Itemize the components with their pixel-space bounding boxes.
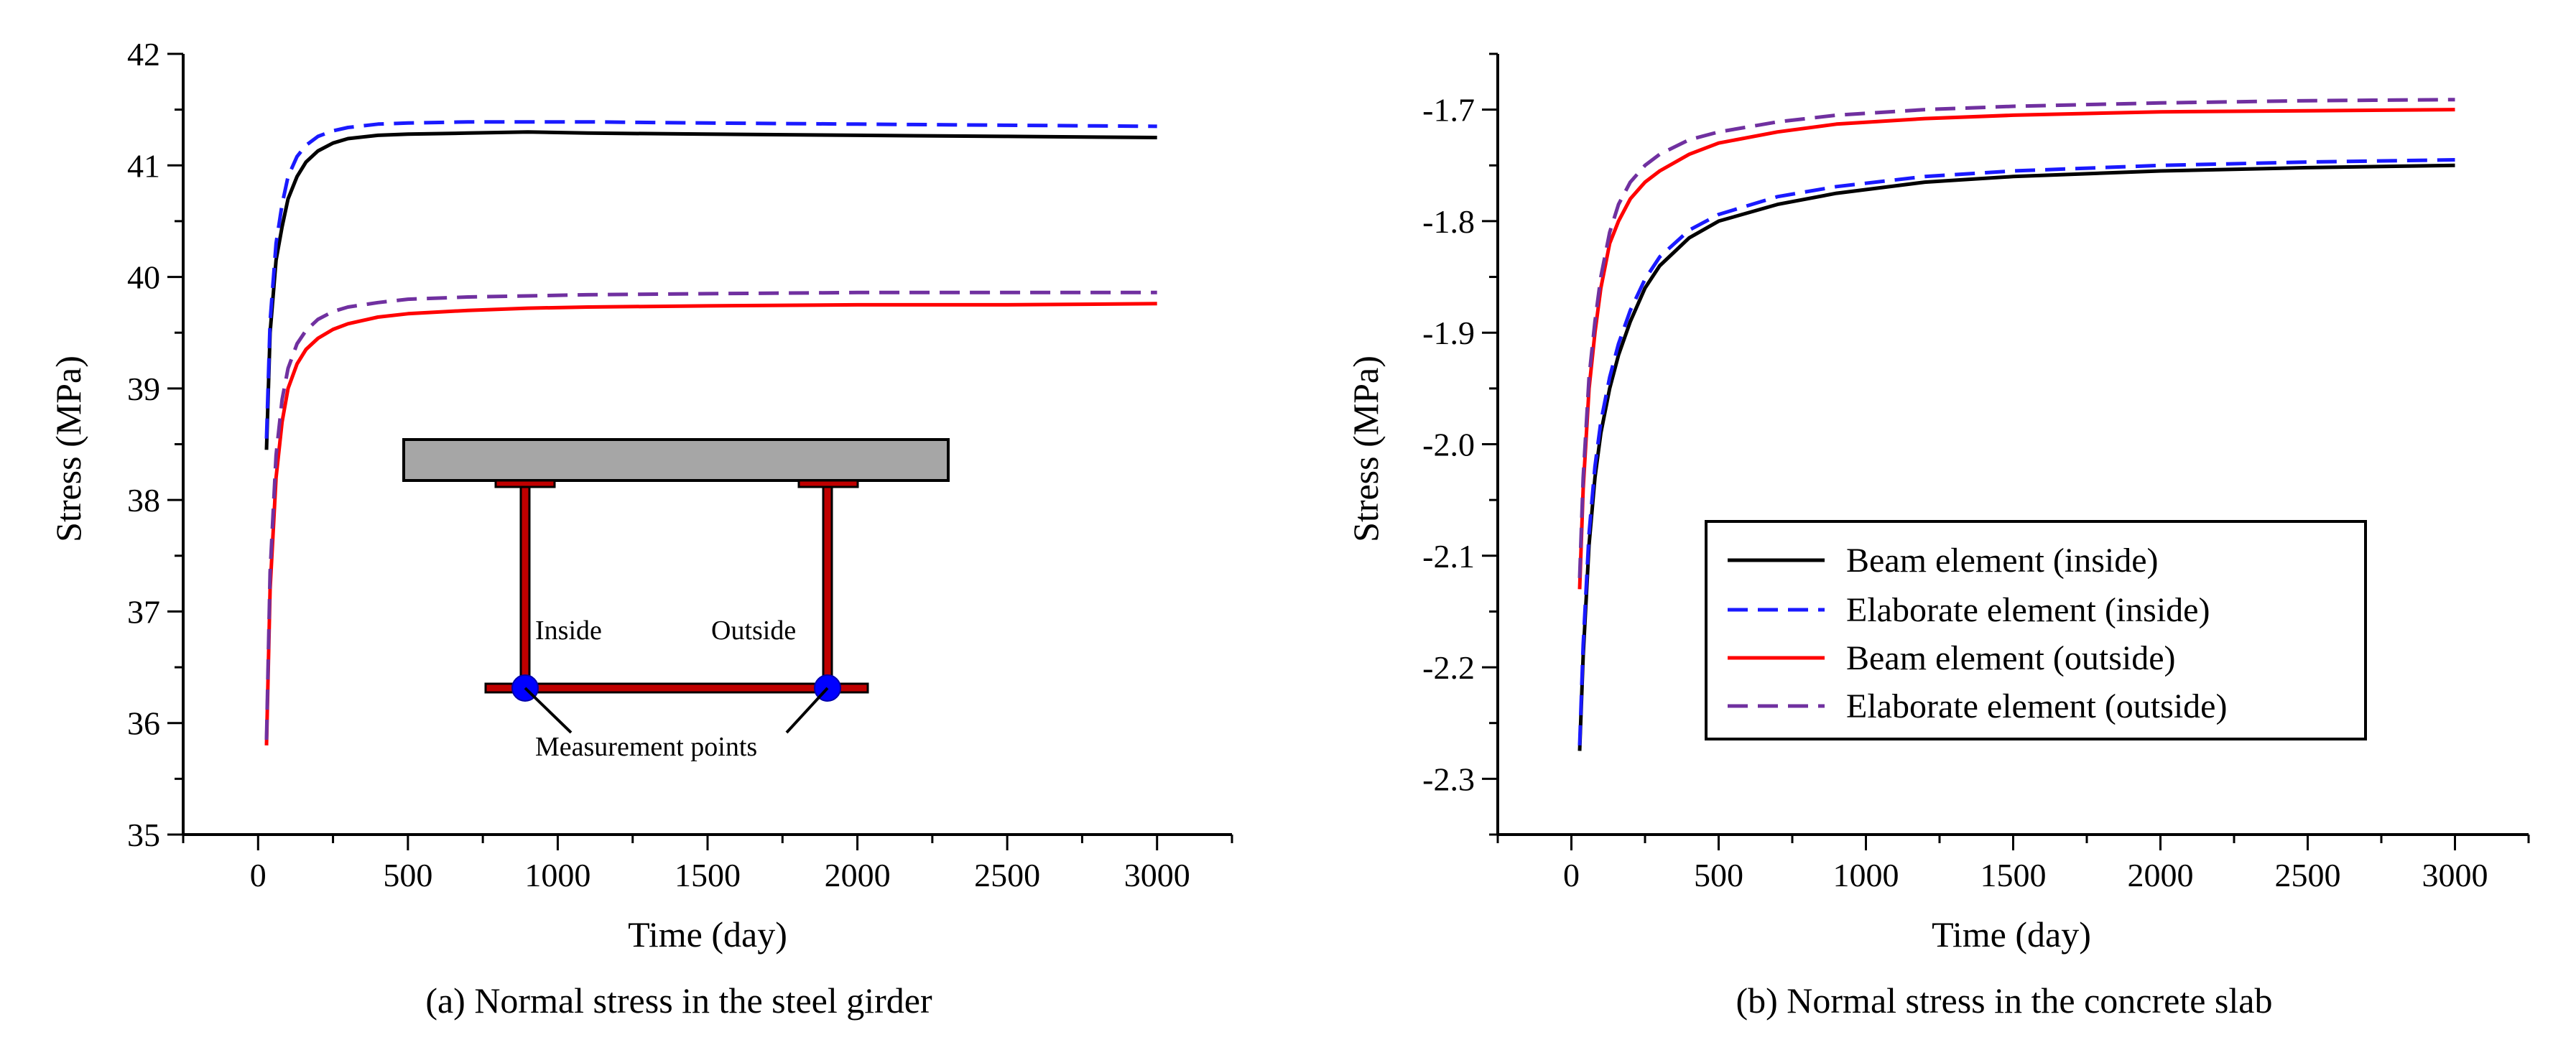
x-tick-label: 2500	[974, 857, 1040, 893]
x-tick-label: 2000	[825, 857, 891, 893]
panel-a-caption: (a) Normal stress in the steel girder	[425, 980, 932, 1021]
panel-b-series-elaborate-element-outside	[1577, 98, 2455, 578]
panel-a-series-elaborate-element-inside	[264, 120, 1157, 439]
panel-b-caption: (b) Normal stress in the concrete slab	[1736, 980, 2273, 1021]
outer-web	[822, 486, 833, 685]
y-tick-label: 41	[127, 147, 160, 184]
y-tick-label: 40	[127, 259, 160, 296]
panel-b-series-elaborate-element-inside	[1577, 158, 2455, 746]
panel-a-y-axis-label: Stress (MPa)	[48, 356, 88, 542]
legend-item-elaborate-inside: Elaborate element (inside)	[1728, 591, 2210, 629]
leader-line-inside	[524, 687, 573, 734]
panel-a-series-beam-element-inside	[264, 130, 1157, 450]
legend-item-beam-outside: Beam element (outside)	[1728, 639, 2176, 677]
y-tick-label: -1.8	[1422, 203, 1475, 240]
x-tick-label: 3000	[2422, 857, 2488, 893]
x-tick-label: 1000	[524, 857, 590, 893]
legend: Beam element (inside) Elaborate element …	[1705, 520, 2367, 740]
x-tick-label: 500	[1694, 857, 1743, 893]
panel-a-steel-girder: 0 500 1000 1500 2000 2500 3000 35 36 37 38 39 40 41 42…	[48, 36, 1233, 1021]
x-tick-label: 1000	[1833, 857, 1899, 893]
panel-a-x-axis-label: Time (day)	[628, 914, 787, 955]
y-tick-label: -2.1	[1422, 538, 1475, 575]
x-tick-label: 1500	[675, 857, 741, 893]
panel-b-x-axis-label: Time (day)	[1932, 914, 2091, 955]
legend-label-beam-outside: Beam element (outside)	[1846, 639, 2176, 677]
x-tick-label: 0	[250, 857, 267, 893]
y-tick-label: -2.0	[1422, 427, 1475, 463]
inner-web	[519, 486, 531, 685]
y-tick-label: -2.3	[1422, 761, 1475, 797]
y-tick-label: 35	[127, 817, 160, 853]
panel-b-concrete-slab: 0 500 1000 1500 2000 2500 3000 -2.3 -2.2 -2.1 -2.0…	[1345, 52, 2530, 1021]
y-tick-label: 36	[127, 705, 160, 742]
y-tick-label: -1.7	[1422, 92, 1475, 129]
concrete-slab-shape	[402, 438, 950, 482]
legend-item-elaborate-outside: Elaborate element (outside)	[1728, 687, 2227, 725]
x-tick-label: 2000	[2128, 857, 2194, 893]
measurement-points-label: Measurement points	[535, 732, 757, 762]
y-tick-label: -1.9	[1422, 315, 1475, 351]
legend-item-beam-inside: Beam element (inside)	[1728, 542, 2159, 580]
y-tick-label: 42	[127, 36, 160, 73]
panel-b-series-beam-element-outside	[1577, 108, 2455, 590]
x-tick-label: 0	[1563, 857, 1580, 893]
y-tick-label: 39	[127, 371, 160, 407]
cross-section-schematic: Inside Outside Measurement points	[402, 438, 950, 762]
panel-b-series-beam-element-inside	[1577, 163, 2455, 751]
y-tick-label: 37	[127, 593, 160, 630]
x-tick-label: 500	[383, 857, 432, 893]
legend-label-elaborate-outside: Elaborate element (outside)	[1846, 687, 2227, 725]
panel-b-lines	[1577, 98, 2455, 751]
panel-a-ticks: 0 500 1000 1500 2000 2500 3000 35 36 37 38 39 40 41 42	[127, 36, 1233, 893]
bottom-flange	[484, 682, 869, 694]
panel-b-y-axis-label: Stress (MPa)	[1345, 356, 1386, 542]
panel-b-ticks: 0 500 1000 1500 2000 2500 3000 -2.3 -2.2 -2.1 -2.0…	[1422, 52, 2530, 893]
legend-label-beam-inside: Beam element (inside)	[1846, 542, 2159, 580]
outside-label: Outside	[711, 616, 796, 646]
panel-a-series-beam-element-outside	[264, 302, 1157, 746]
x-tick-label: 2500	[2275, 857, 2341, 893]
legend-label-elaborate-inside: Elaborate element (inside)	[1846, 591, 2210, 629]
legend-box	[1705, 520, 2367, 740]
panel-a-lines	[264, 120, 1157, 746]
inside-label: Inside	[535, 616, 602, 646]
x-tick-label: 3000	[1124, 857, 1190, 893]
y-tick-label: 38	[127, 482, 160, 519]
panel-a-series-elaborate-element-outside	[264, 290, 1157, 740]
leader-line-outside	[785, 687, 829, 734]
x-tick-label: 1500	[1980, 857, 2047, 893]
y-tick-label: -2.2	[1422, 649, 1475, 686]
